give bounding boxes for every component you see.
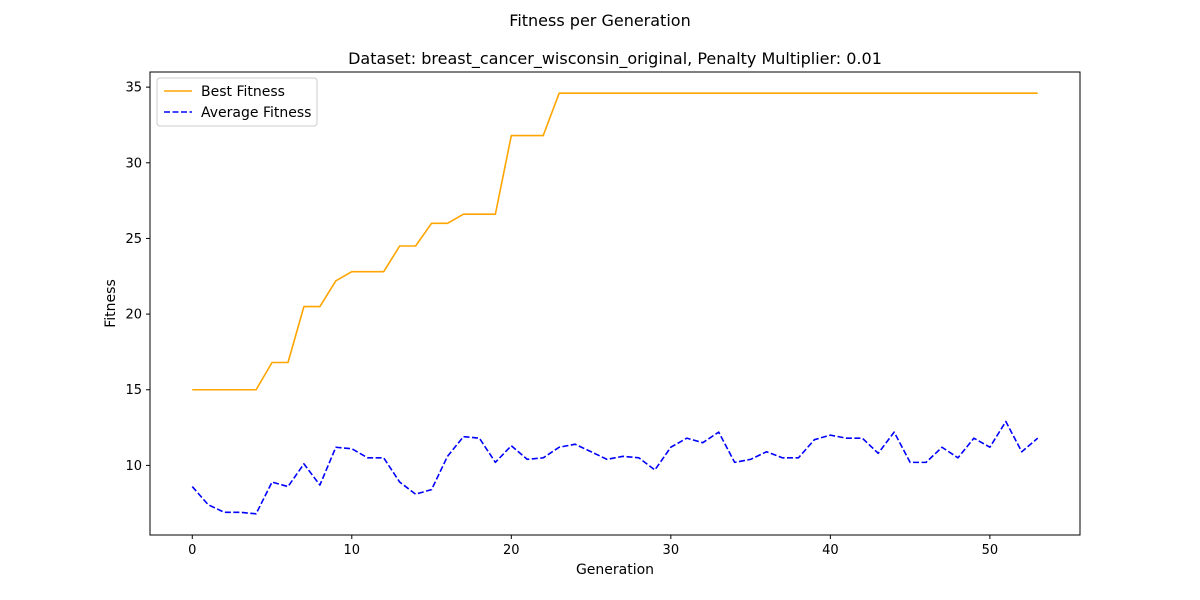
legend-box <box>156 77 318 127</box>
figure-suptitle: Fitness per Generation <box>509 11 690 30</box>
y-tick-label: 20 <box>125 308 142 323</box>
x-tick-label: 0 <box>188 543 196 558</box>
chart-title: Dataset: breast_cancer_wisconsin_origina… <box>348 49 882 69</box>
y-tick-label: 15 <box>125 383 142 398</box>
x-tick-label: 10 <box>344 543 361 558</box>
y-tick-label: 10 <box>125 459 142 474</box>
average-fitness-line <box>191 420 1039 515</box>
legend-label-average: Average Fitness <box>201 105 311 121</box>
x-tick-label: 30 <box>663 543 680 558</box>
y-axis: 10 15 20 25 30 35 <box>125 81 150 474</box>
legend: Best Fitness Average Fitness <box>156 77 318 127</box>
legend-label-best: Best Fitness <box>201 84 285 100</box>
best-fitness-line <box>192 92 1038 391</box>
y-axis-label: Fitness <box>103 279 119 328</box>
y-tick-label: 25 <box>125 232 142 247</box>
plot-area <box>150 72 1080 535</box>
y-tick-label: 30 <box>125 156 142 171</box>
x-axis: 0 10 20 30 40 50 <box>188 535 998 558</box>
x-axis-label: Generation <box>576 562 654 578</box>
series-layer <box>191 92 1039 515</box>
plot-frame <box>149 71 1081 536</box>
x-tick-label: 20 <box>503 543 520 558</box>
x-tick-label: 40 <box>822 543 839 558</box>
x-tick-label: 50 <box>982 543 999 558</box>
y-tick-label: 35 <box>125 81 142 96</box>
